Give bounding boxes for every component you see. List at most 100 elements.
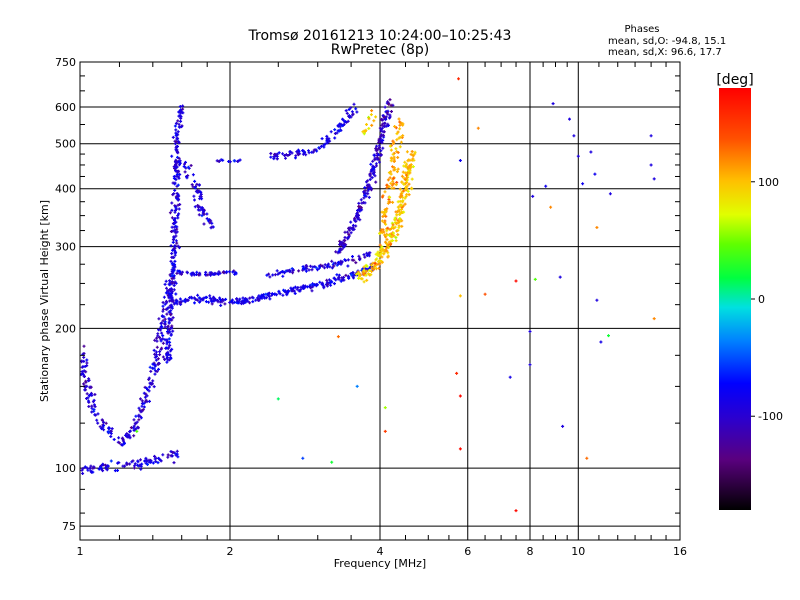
data-point — [173, 124, 177, 128]
data-point — [301, 149, 305, 153]
data-point — [381, 146, 385, 150]
data-point — [96, 421, 100, 425]
data-point — [117, 436, 121, 440]
data-point — [357, 254, 361, 258]
data-point — [328, 265, 332, 269]
data-point — [139, 458, 142, 462]
data-point — [377, 160, 381, 164]
data-point — [120, 436, 124, 440]
data-point — [191, 185, 195, 189]
data-point — [248, 301, 252, 305]
data-point — [531, 194, 535, 198]
data-point — [264, 292, 268, 296]
data-point — [330, 259, 334, 263]
data-point — [408, 171, 412, 175]
data-point — [389, 242, 393, 246]
data-point — [370, 109, 374, 113]
data-point — [137, 418, 141, 422]
data-point — [146, 463, 149, 466]
data-point — [329, 130, 333, 134]
data-point — [172, 235, 176, 239]
data-point — [170, 255, 174, 259]
data-point — [374, 164, 378, 168]
data-point — [593, 172, 597, 176]
data-point — [199, 190, 202, 194]
x-axis-label: Frequency [MHz] — [334, 557, 426, 570]
data-point — [281, 293, 285, 297]
data-point — [133, 462, 137, 466]
data-point — [233, 300, 237, 304]
y-tick-label: 600 — [55, 101, 76, 114]
data-point — [608, 192, 612, 196]
data-point — [233, 272, 237, 276]
data-point — [384, 240, 387, 244]
data-point — [358, 218, 362, 222]
data-point — [179, 119, 183, 123]
data-point — [337, 275, 341, 279]
data-point — [595, 226, 599, 229]
data-point — [124, 433, 128, 437]
data-point — [89, 385, 93, 389]
data-point — [396, 229, 400, 232]
data-point — [150, 382, 153, 386]
data-point — [355, 110, 359, 114]
data-point — [398, 219, 402, 223]
data-point — [267, 272, 271, 276]
data-point — [381, 219, 384, 223]
data-point — [374, 267, 378, 271]
data-point — [343, 258, 347, 262]
data-point — [163, 358, 167, 361]
data-point — [410, 187, 414, 191]
data-point — [237, 299, 241, 303]
data-point — [81, 472, 85, 475]
data-point — [387, 185, 391, 189]
data-point — [256, 298, 260, 302]
data-point — [155, 370, 159, 373]
data-point — [145, 394, 149, 398]
data-point — [403, 188, 407, 192]
data-point — [175, 137, 179, 141]
data-point — [185, 176, 189, 180]
data-point — [345, 230, 349, 234]
data-point — [178, 125, 182, 129]
data-point — [458, 394, 462, 398]
data-point — [285, 291, 289, 295]
data-point — [412, 158, 416, 162]
data-point — [309, 286, 313, 290]
data-point — [175, 132, 179, 136]
data-point — [85, 364, 89, 368]
data-point — [307, 149, 310, 153]
data-point — [162, 295, 166, 299]
data-point — [360, 208, 364, 212]
data-point — [374, 180, 378, 184]
data-point — [92, 398, 96, 402]
data-point — [395, 132, 399, 136]
data-point — [334, 250, 338, 254]
data-point — [330, 266, 334, 270]
data-point — [82, 344, 86, 348]
data-point — [325, 264, 329, 268]
data-point — [133, 421, 137, 425]
data-point — [137, 426, 140, 430]
data-point — [383, 190, 387, 194]
data-point — [175, 241, 179, 245]
data-point — [393, 125, 397, 128]
data-point — [176, 130, 180, 134]
data-point — [157, 367, 160, 371]
data-point — [172, 276, 176, 280]
data-point — [171, 181, 175, 185]
data-point — [193, 179, 197, 183]
data-point — [322, 286, 326, 290]
data-point — [160, 346, 164, 350]
colorbar-tick-label: 100 — [758, 176, 779, 189]
data-point — [316, 283, 319, 287]
data-point — [98, 425, 102, 429]
data-point — [171, 240, 175, 244]
data-point — [144, 459, 148, 463]
data-point — [149, 369, 153, 373]
data-point — [576, 154, 580, 158]
data-point — [168, 343, 172, 347]
data-point — [232, 159, 236, 163]
data-points — [79, 77, 656, 513]
data-point — [367, 187, 371, 191]
